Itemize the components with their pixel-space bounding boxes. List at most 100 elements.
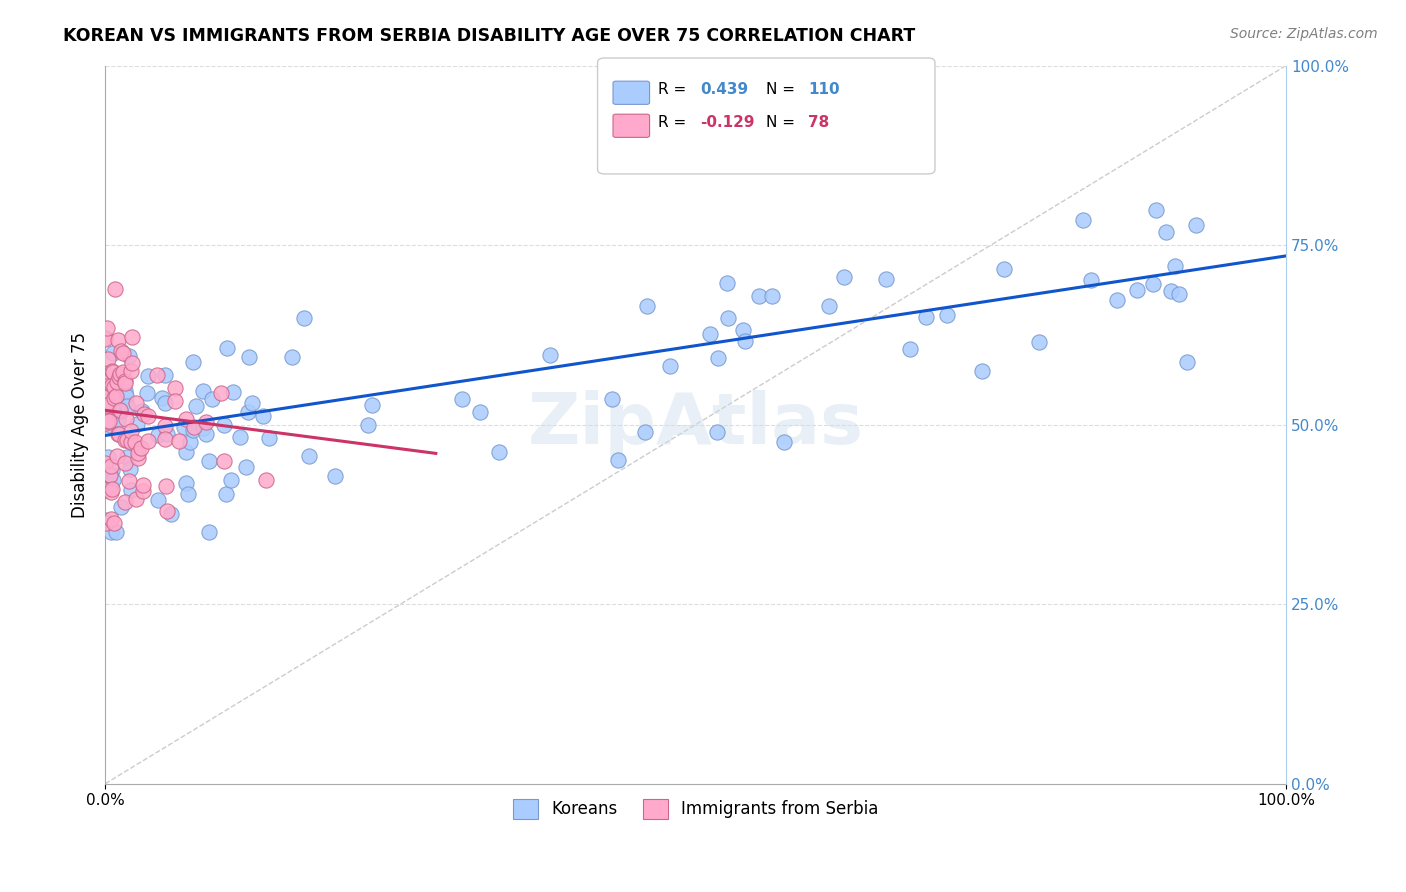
Point	[105, 525, 128, 540]
Point	[135, 385, 157, 400]
Point	[94, 456, 117, 470]
Point	[1154, 226, 1177, 240]
Point	[98, 467, 121, 482]
Point	[136, 409, 159, 424]
Point	[706, 351, 728, 365]
Point	[114, 374, 136, 388]
Point	[94, 331, 117, 345]
Point	[167, 434, 190, 449]
Point	[103, 345, 125, 359]
Point	[121, 356, 143, 370]
Point	[153, 432, 176, 446]
Point	[120, 434, 142, 448]
Point	[229, 430, 252, 444]
Point	[155, 395, 177, 409]
Point	[761, 289, 783, 303]
Point	[97, 351, 120, 366]
Point	[706, 425, 728, 439]
Point	[173, 420, 195, 434]
Point	[212, 417, 235, 432]
Point	[100, 511, 122, 525]
Point	[637, 299, 659, 313]
Point	[104, 389, 127, 403]
Text: N =: N =	[766, 115, 800, 129]
Point	[235, 459, 257, 474]
Point	[112, 346, 135, 360]
Point	[131, 404, 153, 418]
Point	[198, 525, 221, 540]
Point	[110, 343, 132, 358]
Point	[104, 401, 127, 415]
Point	[107, 427, 129, 442]
Point	[165, 394, 187, 409]
Point	[1144, 203, 1167, 218]
Point	[103, 380, 125, 394]
Point	[163, 381, 186, 395]
Point	[115, 399, 138, 413]
Point	[716, 276, 738, 290]
Point	[100, 378, 122, 392]
Point	[105, 450, 128, 464]
Point	[107, 399, 129, 413]
Point	[107, 413, 129, 427]
Point	[107, 334, 129, 348]
Point	[124, 435, 146, 450]
Text: -0.129: -0.129	[700, 115, 755, 129]
Point	[1184, 219, 1206, 233]
Text: N =: N =	[766, 82, 800, 96]
Point	[111, 365, 134, 379]
Point	[1107, 293, 1129, 307]
Point	[94, 383, 117, 397]
Point	[212, 454, 235, 468]
Point	[120, 435, 142, 450]
Text: Source: ZipAtlas.com: Source: ZipAtlas.com	[1230, 27, 1378, 41]
Point	[176, 476, 198, 491]
Point	[914, 310, 936, 325]
Point	[1175, 354, 1198, 368]
Point	[100, 478, 122, 492]
Point	[600, 392, 623, 407]
Point	[1142, 277, 1164, 291]
Point	[127, 451, 149, 466]
Point	[103, 407, 125, 421]
Point	[96, 414, 118, 428]
Point	[94, 332, 117, 346]
Point	[115, 450, 138, 464]
Point	[96, 398, 118, 412]
Point	[1164, 259, 1187, 273]
Point	[115, 434, 138, 448]
Point	[94, 516, 117, 530]
Point	[201, 392, 224, 406]
Point	[699, 326, 721, 341]
Point	[132, 407, 155, 421]
Point	[148, 492, 170, 507]
Point	[97, 414, 120, 428]
Point	[114, 384, 136, 399]
Point	[155, 479, 177, 493]
Point	[222, 384, 245, 399]
Point	[110, 500, 132, 514]
Point	[184, 400, 207, 414]
Point	[252, 409, 274, 423]
Point	[658, 359, 681, 373]
Point	[96, 379, 118, 393]
Point	[1160, 284, 1182, 298]
Point	[215, 342, 238, 356]
Point	[96, 390, 118, 404]
Point	[107, 369, 129, 384]
Point	[177, 486, 200, 500]
Point	[606, 453, 628, 467]
Point	[98, 468, 121, 483]
Point	[298, 449, 321, 463]
Point	[101, 482, 124, 496]
Point	[114, 456, 136, 470]
Text: R =: R =	[658, 82, 692, 96]
Point	[136, 368, 159, 383]
Legend: Koreans, Immigrants from Serbia: Koreans, Immigrants from Serbia	[506, 792, 884, 826]
Text: 110: 110	[808, 82, 839, 96]
Point	[179, 435, 201, 450]
Point	[96, 321, 118, 335]
Point	[970, 364, 993, 378]
Point	[136, 434, 159, 448]
Point	[174, 411, 197, 425]
